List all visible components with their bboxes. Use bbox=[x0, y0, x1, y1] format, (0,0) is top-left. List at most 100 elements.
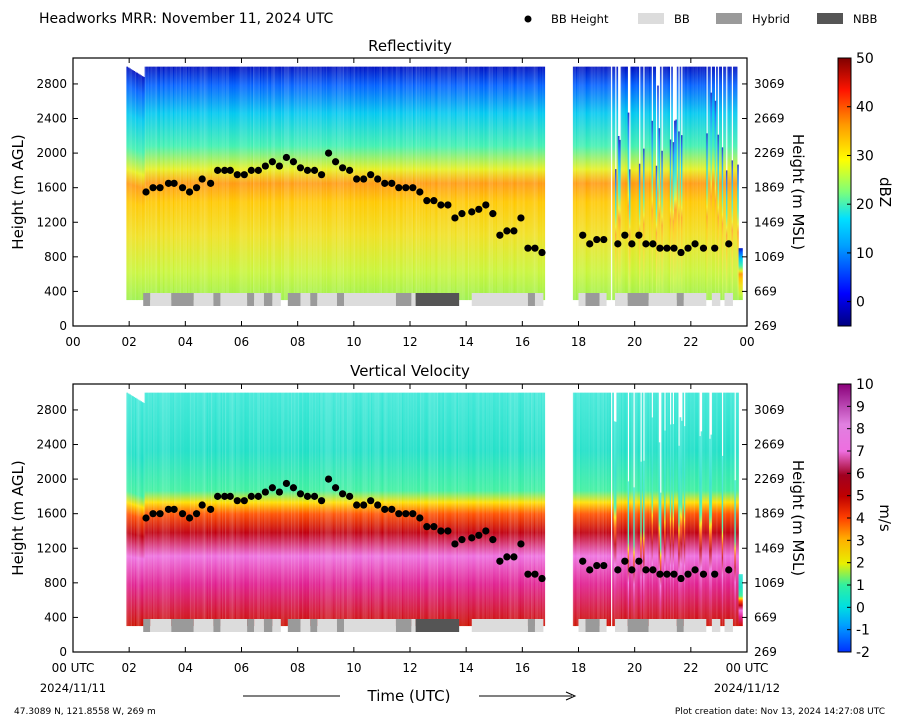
reflectivity-bb-height-point bbox=[178, 184, 187, 192]
reflectivity-bb-height-point bbox=[586, 240, 594, 248]
reflectivity-field-column bbox=[342, 66, 345, 301]
velocity-ylabel-right: Height (m MSL) bbox=[789, 460, 807, 576]
reflectivity-field-column bbox=[228, 66, 231, 301]
velocity-bb-height-point bbox=[381, 505, 389, 513]
reflectivity-field-column bbox=[676, 66, 679, 301]
velocity-bb-height-point bbox=[482, 527, 490, 535]
velocity-field-column bbox=[476, 392, 478, 627]
velocity-bb-height-point bbox=[510, 553, 518, 561]
velocity-field-column bbox=[683, 426, 686, 627]
reflectivity-field-column bbox=[470, 66, 473, 301]
velocity-bb-height-point bbox=[170, 505, 178, 513]
velocity-field-column bbox=[651, 417, 654, 627]
velocity-field-column bbox=[662, 392, 665, 627]
reflectivity-field-column bbox=[144, 66, 147, 301]
velocity-bb-height-point bbox=[517, 540, 525, 548]
velocity-field-column bbox=[367, 392, 370, 627]
reflectivity-field-column bbox=[720, 66, 723, 301]
reflectivity-colorbar: 50 40 30 20 10 0 dBZ bbox=[837, 51, 894, 327]
reflectivity-field-column bbox=[327, 66, 329, 301]
velocity-bb-height-point bbox=[339, 490, 347, 498]
reflectivity-field-column bbox=[374, 66, 377, 301]
reflectivity-field-column bbox=[366, 66, 369, 301]
velocity-field-column bbox=[696, 392, 699, 627]
velocity-field-column bbox=[647, 392, 649, 627]
reflectivity-field-column bbox=[540, 66, 543, 301]
velocity-bb-height-point bbox=[437, 527, 445, 535]
reflectivity-field-column bbox=[491, 66, 494, 301]
reflectivity-field-column bbox=[339, 66, 342, 301]
reflectivity-bb-height-point bbox=[149, 184, 157, 192]
velocity-y-tick-label: 0 bbox=[59, 645, 67, 659]
velocity-field-column bbox=[709, 438, 711, 627]
velocity-field-column bbox=[244, 392, 247, 627]
velocity-bb-type-segment bbox=[247, 619, 255, 632]
reflectivity-bb-height-point bbox=[725, 240, 733, 248]
reflectivity-field-column bbox=[299, 66, 301, 301]
velocity-field-column bbox=[446, 392, 449, 627]
reflectivity-x-tick-label: 22 bbox=[683, 335, 698, 349]
velocity-field-column bbox=[688, 392, 690, 627]
velocity-field-column bbox=[189, 392, 192, 627]
velocity-field-column bbox=[615, 421, 617, 627]
reflectivity-field-column bbox=[185, 66, 188, 301]
velocity-y-tick-label-right: 2669 bbox=[754, 438, 785, 452]
reflectivity-bb-type-segment bbox=[247, 293, 255, 306]
reflectivity-field-column bbox=[443, 66, 446, 301]
velocity-bb-height-point bbox=[423, 523, 431, 531]
reflectivity-field-column bbox=[369, 66, 371, 301]
velocity-field-column bbox=[644, 392, 647, 627]
reflectivity-colorbar-tick-label: 30 bbox=[856, 148, 874, 164]
velocity-field-column bbox=[449, 392, 452, 627]
velocity-field-column bbox=[370, 392, 373, 627]
reflectivity-field-column bbox=[224, 66, 227, 301]
reflectivity-field-column bbox=[661, 150, 664, 301]
velocity-x-tick-label: 18 bbox=[571, 661, 586, 675]
reflectivity-bb-height-point bbox=[475, 205, 483, 213]
velocity-field-column bbox=[713, 392, 715, 627]
reflectivity-bb-type-segment bbox=[263, 293, 273, 306]
velocity-field-column bbox=[672, 424, 675, 627]
velocity-bb-height-series bbox=[142, 475, 733, 583]
reflectivity-field-column bbox=[429, 66, 432, 301]
reflectivity-field-column bbox=[200, 66, 203, 301]
velocity-field-column bbox=[718, 392, 721, 627]
velocity-field-column bbox=[702, 392, 704, 627]
velocity-field-column bbox=[654, 392, 657, 627]
reflectivity-field-column bbox=[688, 66, 690, 301]
velocity-bb-height-point bbox=[303, 492, 312, 500]
velocity-field-column bbox=[731, 392, 734, 627]
reflectivity-field-column bbox=[237, 66, 239, 301]
time-arrow-head bbox=[565, 691, 577, 701]
velocity-field-column bbox=[301, 392, 304, 627]
reflectivity-bb-type-segment bbox=[411, 293, 416, 306]
reflectivity-field-column bbox=[602, 66, 605, 301]
velocity-field-column bbox=[707, 392, 710, 627]
reflectivity-field-column bbox=[440, 66, 443, 301]
velocity-field-column bbox=[241, 392, 244, 627]
reflectivity-bb-type-segment bbox=[683, 293, 707, 306]
reflectivity-y-tick-label: 1200 bbox=[36, 215, 67, 229]
reflectivity-field-column bbox=[508, 66, 510, 301]
velocity-field-column bbox=[732, 392, 735, 627]
reflectivity-field-column bbox=[204, 66, 207, 301]
reflectivity-bb-height-point bbox=[468, 208, 476, 216]
reflectivity-field-column bbox=[181, 66, 183, 301]
reflectivity-field-column bbox=[463, 66, 466, 301]
reflectivity-field-column bbox=[315, 66, 318, 301]
reflectivity-field-column bbox=[426, 66, 429, 301]
reflectivity-field-column bbox=[400, 66, 402, 301]
reflectivity-x-tick-label: 06 bbox=[234, 335, 249, 349]
reflectivity-bb-type-segment bbox=[287, 293, 301, 306]
velocity-field-column bbox=[640, 461, 642, 627]
velocity-bb-height-point bbox=[324, 475, 333, 483]
velocity-field-column bbox=[214, 392, 217, 627]
velocity-field-column bbox=[304, 392, 307, 627]
reflectivity-bb-height-point bbox=[711, 244, 719, 252]
velocity-field-column bbox=[228, 392, 231, 627]
reflectivity-field-column bbox=[268, 66, 270, 301]
velocity-bb-height-point bbox=[628, 566, 636, 574]
reflectivity-field-column bbox=[352, 66, 355, 301]
station-location: 47.3089 N, 121.8558 W, 269 m bbox=[14, 707, 156, 717]
